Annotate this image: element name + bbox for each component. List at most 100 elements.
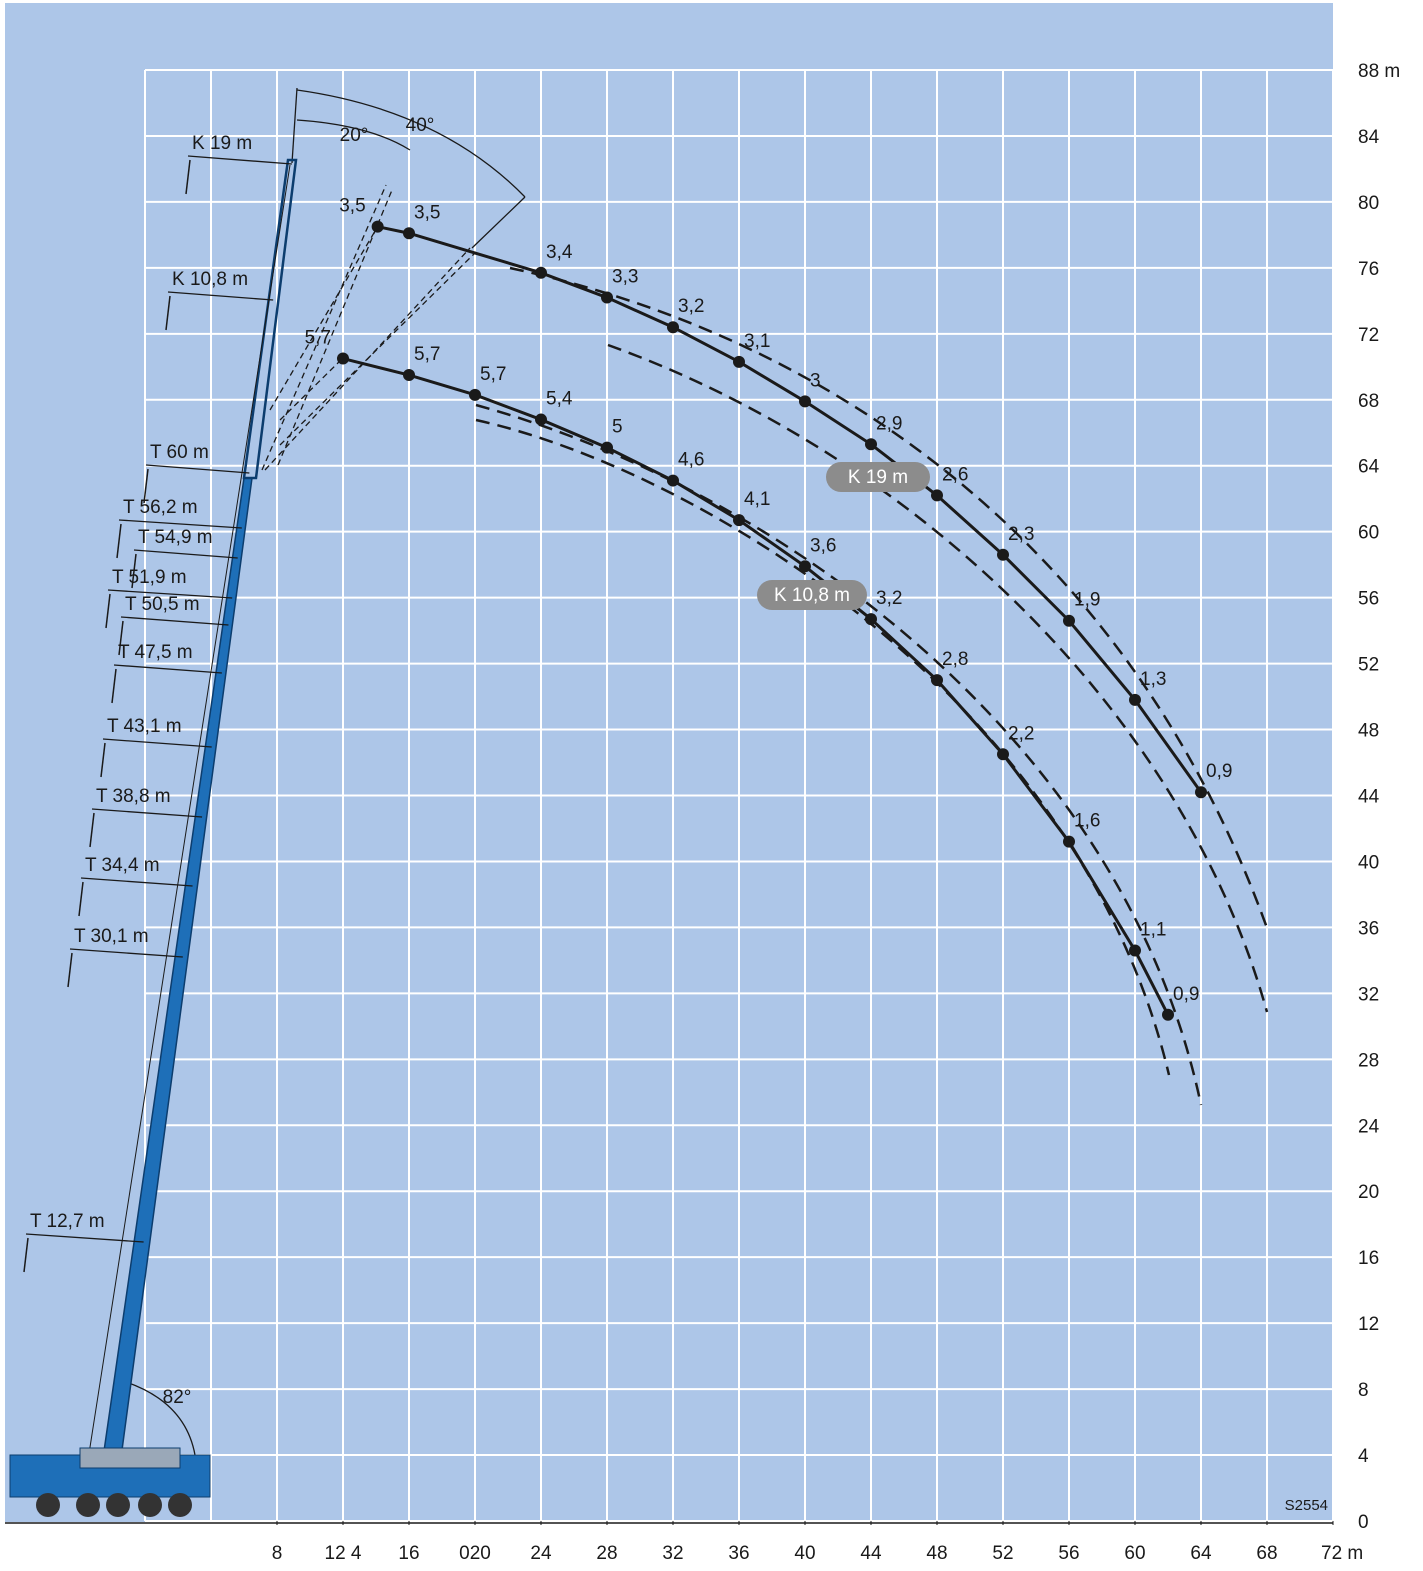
load-label: 3,6: [810, 535, 836, 556]
y-tick-label: 20: [1358, 1182, 1379, 1203]
load-point: [337, 352, 349, 365]
boom-label-line: [133, 549, 238, 559]
y-tick-label: 4: [1358, 1446, 1369, 1467]
y-tick-label: 88 m: [1358, 61, 1400, 82]
angle-arc: [296, 89, 526, 198]
x-tick-label: 36: [728, 1543, 749, 1564]
y-tick-label: 8: [1358, 1380, 1369, 1401]
boom-label-line: [187, 155, 292, 165]
y-tick-label: 28: [1358, 1050, 1379, 1071]
x-tick-label: 020: [459, 1543, 491, 1564]
boom-label-line: [120, 616, 229, 626]
load-point: [1195, 786, 1207, 799]
legend-badge: [826, 462, 930, 492]
dashed-curve: [607, 343, 1269, 1013]
boom-label-arrow: [67, 952, 73, 988]
crane: [9, 158, 298, 1517]
x-tick-label: 32: [662, 1543, 683, 1564]
load-label: 3,2: [678, 296, 704, 317]
load-point: [667, 321, 679, 334]
wheel: [36, 1493, 60, 1517]
angle-arc: [119, 1379, 196, 1456]
load-label: 5,7: [414, 344, 440, 365]
load-label: 3,1: [744, 331, 770, 352]
y-tick-label: 84: [1358, 127, 1380, 148]
boom-label: T 12,7 m: [30, 1211, 105, 1232]
load-point: [601, 441, 613, 454]
x-tick-label: 28: [596, 1543, 617, 1564]
boom-label-line: [167, 291, 274, 301]
load-label: 2,3: [1008, 524, 1034, 545]
y-tick-label: 60: [1358, 523, 1379, 544]
load-label: 5,7: [305, 328, 331, 349]
load-label: 3,3: [612, 267, 638, 288]
load-label: 3,2: [876, 588, 902, 609]
load-label: 1,1: [1140, 920, 1166, 941]
x-tick-label: 64: [1190, 1543, 1212, 1564]
x-tick-label: 68: [1256, 1543, 1277, 1564]
boom-label-arrow: [78, 881, 84, 917]
load-label: 5: [612, 417, 623, 438]
boom-label: T 50,5 m: [125, 594, 200, 615]
angle-arc: [296, 119, 411, 151]
load-label: 3,4: [546, 242, 573, 263]
jib-line: [261, 184, 387, 471]
jib-positions: [261, 184, 477, 471]
load-label: 2,8: [942, 649, 968, 670]
y-tick-label: 48: [1358, 721, 1379, 742]
load-point: [535, 413, 547, 426]
load-point: [601, 291, 613, 304]
load-point: [371, 220, 384, 233]
boom-label-line: [25, 1233, 144, 1243]
x-tick-label: 12 4: [325, 1543, 362, 1564]
boom-label-arrow: [111, 668, 117, 704]
boom-label-line: [113, 664, 222, 674]
x-tick-label: 72 m: [1321, 1543, 1363, 1564]
y-tick-label: 44: [1358, 787, 1380, 808]
boom-label: T 54,9 m: [138, 527, 213, 548]
boom-label: K 19 m: [192, 133, 252, 154]
y-tick-label: 72: [1358, 325, 1379, 346]
y-tick-label: 12: [1358, 1314, 1379, 1335]
boom-label-arrow: [118, 620, 124, 656]
boom-label-line: [107, 589, 233, 599]
load-point: [403, 227, 415, 240]
boom-label-arrow: [185, 159, 191, 195]
boom-label-line: [80, 877, 193, 887]
angle-ray: [291, 87, 298, 164]
y-tick-label: 80: [1358, 193, 1379, 214]
x-tick-label: 44: [860, 1543, 882, 1564]
load-curve: [342, 357, 1170, 1016]
load-label: 2,6: [942, 464, 968, 485]
boom-label: T 56,2 m: [123, 497, 198, 518]
x-tick-label: 60: [1124, 1543, 1145, 1564]
load-label: 3,5: [414, 202, 440, 223]
guy-line: [87, 164, 291, 1461]
boom-label-line: [91, 808, 203, 818]
load-point: [1162, 1008, 1174, 1021]
boom-label-line: [102, 738, 212, 748]
load-point: [667, 474, 679, 487]
boom-label: T 51,9 m: [112, 567, 187, 588]
boom-label-arrow: [116, 523, 122, 559]
angle-ray: [471, 196, 526, 249]
y-tick-label: 40: [1358, 852, 1379, 873]
boom-label-line: [145, 464, 250, 474]
legend-entry: K 10,8 m: [774, 585, 850, 606]
y-tick-label: 56: [1358, 589, 1379, 610]
load-label: 2,9: [876, 413, 902, 434]
load-point: [535, 266, 547, 279]
y-tick-label: 68: [1358, 391, 1379, 412]
boom-label-arrow: [131, 553, 137, 589]
angle-label: 20°: [340, 125, 369, 146]
y-tick-label: 64: [1358, 457, 1380, 478]
y-tick-label: 16: [1358, 1248, 1379, 1269]
boom-label-arrow: [165, 295, 171, 331]
legend-entry: K 19 m: [848, 467, 908, 488]
load-label: 1,9: [1074, 590, 1100, 611]
labels: 0481216202428323640444852566064687276808…: [5, 61, 1400, 1564]
wheel: [106, 1493, 130, 1517]
boom-label-arrow: [100, 742, 106, 778]
plot-background: [5, 3, 1333, 1522]
